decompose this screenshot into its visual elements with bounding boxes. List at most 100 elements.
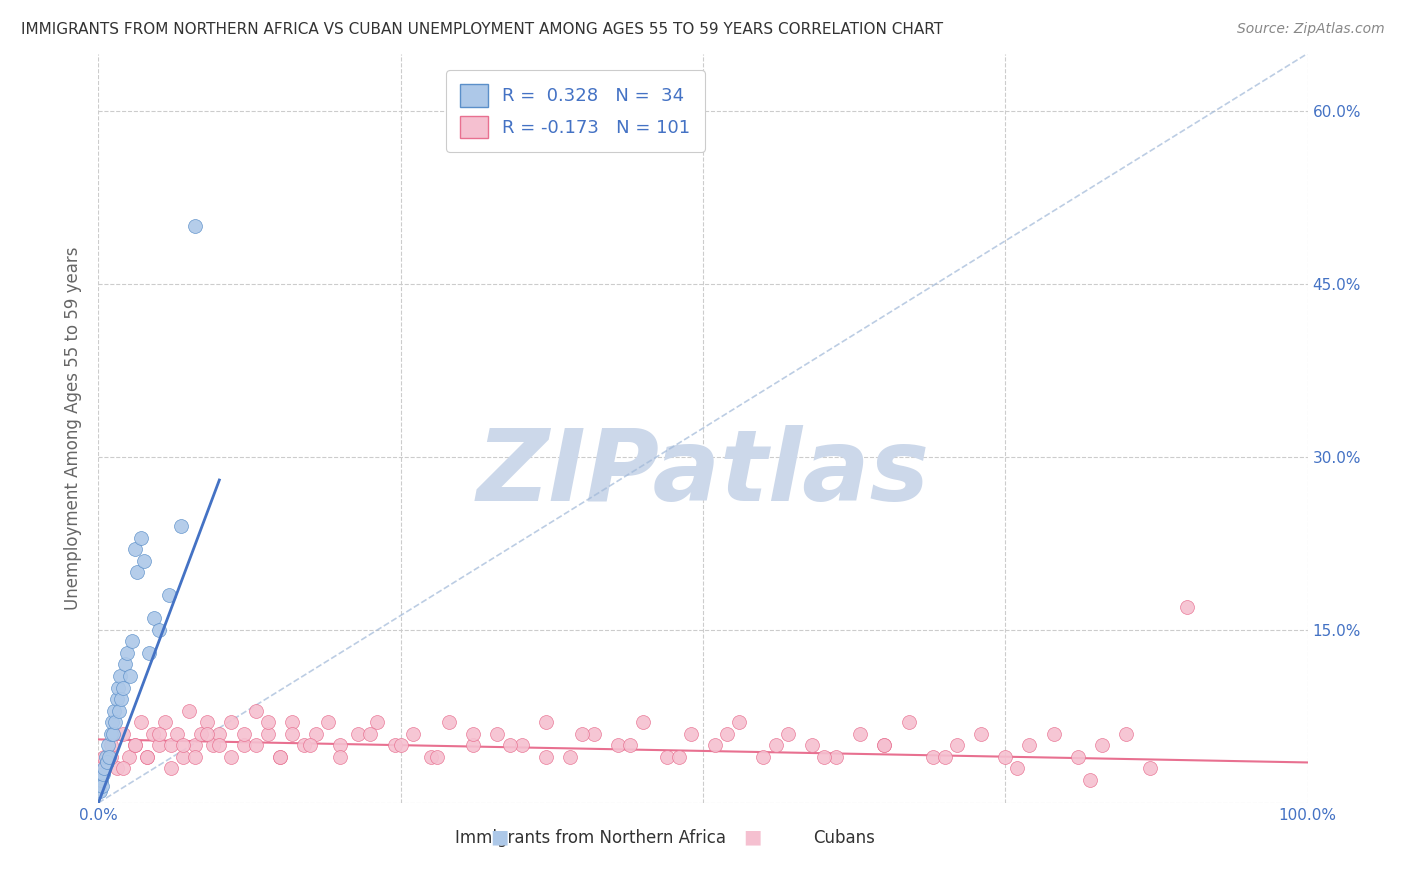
Point (90, 772, 112, 787)
Point (111, 681, 134, 695)
Point (813, 749, 835, 764)
Point (583, 726, 606, 740)
Point (934, 749, 956, 764)
Point (716, 726, 738, 740)
Point (148, 726, 170, 740)
Point (127, 566, 149, 580)
Point (329, 749, 352, 764)
Point (752, 749, 775, 764)
Point (93, 761, 115, 775)
Point (498, 738, 520, 752)
Point (104, 715, 127, 730)
Point (93, 749, 115, 764)
Point (970, 726, 993, 740)
Point (245, 738, 267, 752)
Point (1091, 738, 1114, 752)
Point (129, 715, 152, 730)
Point (108, 669, 131, 683)
Point (94, 749, 117, 764)
Point (101, 726, 124, 740)
Point (800, 738, 823, 752)
Point (1139, 761, 1161, 775)
Point (172, 738, 194, 752)
Point (221, 715, 243, 730)
Point (384, 738, 406, 752)
Point (143, 611, 166, 625)
Point (1067, 749, 1090, 764)
Point (305, 726, 328, 740)
Point (402, 726, 425, 740)
Point (316, 715, 339, 730)
Point (534, 715, 557, 730)
Point (118, 749, 141, 764)
Point (269, 749, 291, 764)
Point (1078, 772, 1101, 787)
Point (679, 726, 702, 740)
Point (100, 715, 122, 730)
Point (89, 784, 111, 798)
Point (232, 738, 254, 752)
Point (148, 738, 170, 752)
Point (245, 704, 267, 718)
Point (208, 726, 231, 740)
Point (142, 726, 165, 740)
Point (160, 738, 183, 752)
Point (873, 738, 896, 752)
Point (124, 738, 146, 752)
Point (179, 704, 201, 718)
Point (221, 749, 243, 764)
Point (897, 715, 920, 730)
Point (921, 749, 943, 764)
Point (825, 749, 848, 764)
Point (1042, 726, 1064, 740)
Point (1115, 726, 1137, 740)
Text: Cubans: Cubans (813, 829, 875, 847)
Point (619, 738, 641, 752)
Point (510, 738, 533, 752)
Text: Source: ZipAtlas.com: Source: ZipAtlas.com (1237, 22, 1385, 37)
Point (281, 715, 304, 730)
Point (169, 519, 191, 533)
Point (148, 623, 170, 637)
Point (121, 634, 143, 648)
Point (157, 588, 180, 602)
Point (420, 749, 443, 764)
Point (849, 726, 872, 740)
Point (299, 738, 322, 752)
Point (994, 749, 1017, 764)
Point (184, 738, 207, 752)
Point (134, 554, 156, 568)
Point (195, 715, 218, 730)
Point (91, 767, 114, 781)
Point (1175, 599, 1198, 614)
Point (184, 749, 207, 764)
Point (256, 726, 278, 740)
Text: ZIPatlas: ZIPatlas (477, 425, 929, 522)
Point (190, 726, 212, 740)
Point (704, 738, 727, 752)
Point (114, 657, 136, 672)
Text: Immigrants from Northern Africa: Immigrants from Northern Africa (456, 829, 725, 847)
Point (437, 715, 460, 730)
Point (232, 726, 254, 740)
Point (166, 726, 188, 740)
Point (135, 749, 157, 764)
Y-axis label: Unemployment Among Ages 55 to 59 years: Unemployment Among Ages 55 to 59 years (65, 246, 83, 610)
Point (97, 738, 120, 752)
Point (281, 726, 304, 740)
Point (108, 704, 131, 718)
Point (329, 738, 352, 752)
Point (111, 761, 134, 775)
Point (366, 715, 388, 730)
Point (631, 715, 654, 730)
Point (124, 738, 146, 752)
Point (776, 726, 799, 740)
Text: IMMIGRANTS FROM NORTHERN AFRICA VS CUBAN UNEMPLOYMENT AMONG AGES 55 TO 59 YEARS : IMMIGRANTS FROM NORTHERN AFRICA VS CUBAN… (21, 22, 943, 37)
Point (100, 749, 122, 764)
Point (153, 715, 176, 730)
Text: ■: ■ (489, 828, 509, 847)
Point (655, 749, 678, 764)
Point (463, 726, 485, 740)
Point (172, 749, 194, 764)
Point (138, 646, 160, 660)
